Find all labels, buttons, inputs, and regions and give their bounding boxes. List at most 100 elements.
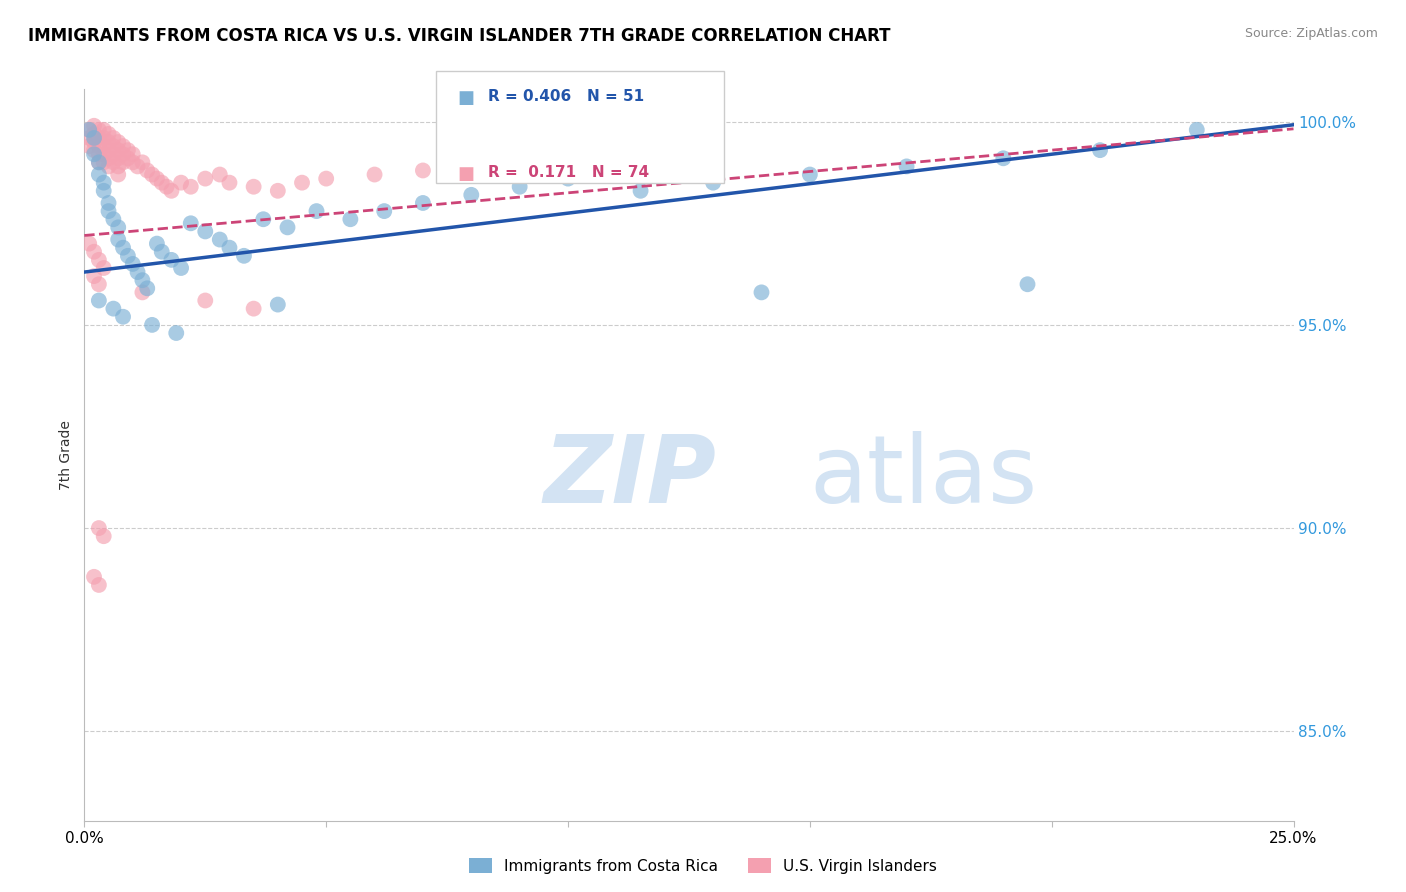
Point [208,168,231,182]
Point [87,293,110,308]
Point [305,204,328,219]
Point [363,168,385,182]
Point [267,184,290,198]
Point [160,252,183,267]
Point [194,224,217,238]
Point [103,147,125,161]
Point [93,139,115,153]
Point [107,168,129,182]
Point [93,529,115,543]
Point [291,176,314,190]
Point [218,241,240,255]
Point [87,155,110,169]
Point [103,301,125,316]
Point [77,139,100,153]
Point [170,176,193,190]
Point [97,143,120,157]
Point [799,168,821,182]
Point [97,204,120,219]
Legend: Immigrants from Costa Rica, U.S. Virgin Islanders: Immigrants from Costa Rica, U.S. Virgin … [463,852,943,880]
Point [373,204,395,219]
Point [242,179,264,194]
Point [412,196,434,211]
Point [87,131,110,145]
Point [112,241,135,255]
Point [218,176,240,190]
Point [194,171,217,186]
Point [1017,277,1039,292]
Point [702,176,724,190]
Point [77,236,100,251]
Point [150,176,173,190]
Point [83,127,105,141]
Text: ■: ■ [457,89,474,107]
Point [93,184,115,198]
Point [127,265,149,279]
Point [103,131,125,145]
Point [87,139,110,153]
Point [112,147,135,161]
Point [97,160,120,174]
Point [131,155,153,169]
Point [77,123,100,137]
Point [77,131,100,145]
Point [87,123,110,137]
Point [165,326,187,340]
Point [160,184,183,198]
Point [87,521,110,535]
Point [93,155,115,169]
Point [136,163,159,178]
Point [180,179,202,194]
Point [121,147,143,161]
Point [242,301,264,316]
Text: R =  0.171   N = 74: R = 0.171 N = 74 [488,165,650,180]
Point [107,220,129,235]
Point [87,252,110,267]
Point [97,196,120,211]
Text: ZIP: ZIP [544,431,717,523]
Point [233,249,256,263]
Point [87,168,110,182]
Point [605,151,627,165]
Text: atlas: atlas [810,431,1038,523]
Point [97,151,120,165]
Point [339,212,361,227]
Point [896,160,918,174]
Point [194,293,217,308]
Point [87,578,110,592]
Point [83,244,105,259]
Point [1185,123,1208,137]
Point [83,269,105,284]
Point [252,212,274,227]
Text: IMMIGRANTS FROM COSTA RICA VS U.S. VIRGIN ISLANDER 7TH GRADE CORRELATION CHART: IMMIGRANTS FROM COSTA RICA VS U.S. VIRGI… [28,27,890,45]
Point [751,285,773,300]
Point [112,310,135,324]
Point [83,119,105,133]
Point [93,147,115,161]
Point [97,135,120,149]
Point [83,135,105,149]
Point [509,179,531,194]
Point [107,160,129,174]
Point [87,147,110,161]
Point [93,176,115,190]
Point [150,244,173,259]
Point [83,147,105,161]
Point [117,151,139,165]
Point [107,233,129,247]
Point [93,123,115,137]
Point [121,155,143,169]
Point [315,171,337,186]
Point [146,236,169,251]
Text: R = 0.406   N = 51: R = 0.406 N = 51 [488,89,644,104]
Point [146,171,169,186]
Point [208,233,231,247]
Point [557,171,579,186]
Point [630,184,652,198]
Point [87,277,110,292]
Point [267,297,290,311]
Text: ■: ■ [457,165,474,183]
Point [180,216,202,230]
Point [93,131,115,145]
Point [103,139,125,153]
